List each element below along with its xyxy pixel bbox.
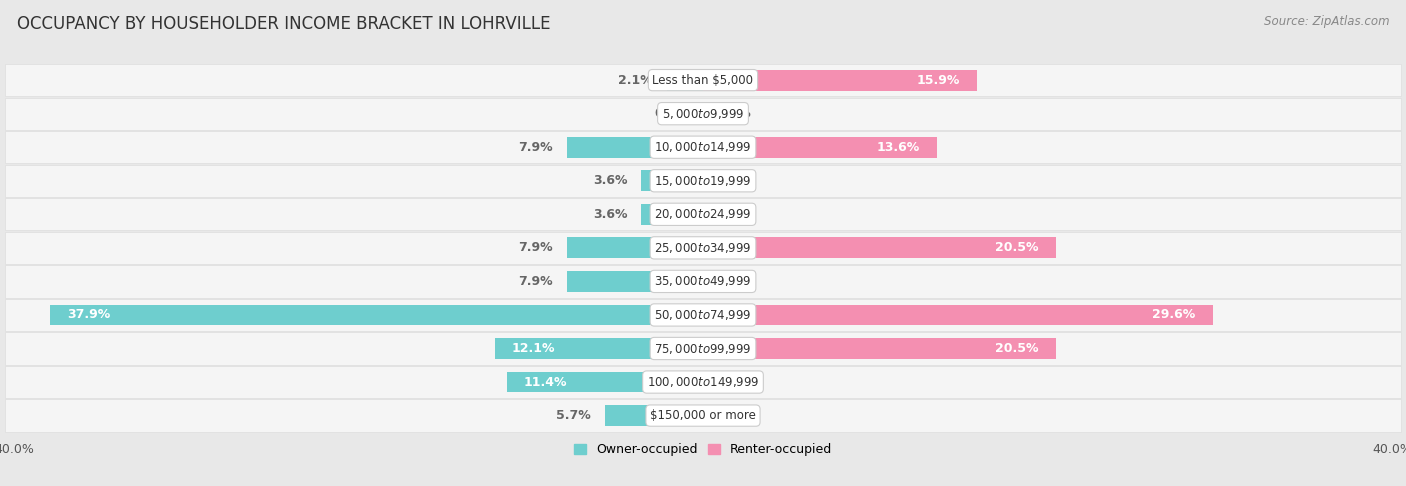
Bar bbox=[703, 338, 1056, 359]
Bar bbox=[605, 405, 703, 426]
Text: 20.5%: 20.5% bbox=[995, 342, 1039, 355]
Text: $35,000 to $49,999: $35,000 to $49,999 bbox=[654, 275, 752, 288]
Bar bbox=[495, 338, 703, 359]
Bar bbox=[567, 238, 703, 258]
Text: Less than $5,000: Less than $5,000 bbox=[652, 73, 754, 87]
Bar bbox=[703, 137, 938, 157]
Bar bbox=[6, 366, 1400, 398]
Text: 0.0%: 0.0% bbox=[717, 174, 752, 187]
Text: 5.7%: 5.7% bbox=[557, 409, 591, 422]
Text: $25,000 to $34,999: $25,000 to $34,999 bbox=[654, 241, 752, 255]
Text: 15.9%: 15.9% bbox=[917, 73, 960, 87]
Legend: Owner-occupied, Renter-occupied: Owner-occupied, Renter-occupied bbox=[568, 438, 838, 462]
Text: $100,000 to $149,999: $100,000 to $149,999 bbox=[647, 375, 759, 389]
Bar bbox=[703, 238, 1056, 258]
Bar bbox=[6, 265, 1400, 297]
Bar bbox=[666, 69, 703, 90]
Bar bbox=[6, 131, 1400, 163]
Bar bbox=[641, 204, 703, 225]
Bar bbox=[6, 399, 1400, 432]
Bar bbox=[567, 271, 703, 292]
Text: 3.6%: 3.6% bbox=[593, 174, 627, 187]
Bar bbox=[6, 98, 1400, 130]
Text: 0.0%: 0.0% bbox=[717, 208, 752, 221]
Text: $75,000 to $99,999: $75,000 to $99,999 bbox=[654, 342, 752, 355]
Text: 29.6%: 29.6% bbox=[1153, 309, 1195, 321]
Bar bbox=[6, 232, 1400, 264]
Text: 0.0%: 0.0% bbox=[717, 107, 752, 120]
Text: 2.1%: 2.1% bbox=[619, 73, 652, 87]
Text: $15,000 to $19,999: $15,000 to $19,999 bbox=[654, 174, 752, 188]
Text: 13.6%: 13.6% bbox=[877, 141, 920, 154]
Text: $5,000 to $9,999: $5,000 to $9,999 bbox=[662, 106, 744, 121]
Text: OCCUPANCY BY HOUSEHOLDER INCOME BRACKET IN LOHRVILLE: OCCUPANCY BY HOUSEHOLDER INCOME BRACKET … bbox=[17, 15, 550, 33]
Text: 0.0%: 0.0% bbox=[717, 376, 752, 388]
Bar bbox=[703, 305, 1213, 325]
Text: 7.9%: 7.9% bbox=[519, 275, 553, 288]
Bar bbox=[6, 198, 1400, 230]
Bar bbox=[6, 332, 1400, 364]
Text: 7.9%: 7.9% bbox=[519, 141, 553, 154]
Bar bbox=[51, 305, 703, 325]
Bar bbox=[703, 69, 977, 90]
Text: 7.9%: 7.9% bbox=[519, 242, 553, 254]
Bar bbox=[567, 137, 703, 157]
Bar bbox=[6, 64, 1400, 96]
Bar bbox=[506, 372, 703, 393]
Text: $50,000 to $74,999: $50,000 to $74,999 bbox=[654, 308, 752, 322]
Text: $150,000 or more: $150,000 or more bbox=[650, 409, 756, 422]
Bar bbox=[6, 299, 1400, 331]
Bar bbox=[641, 171, 703, 191]
Bar bbox=[6, 165, 1400, 197]
Text: 0.0%: 0.0% bbox=[717, 275, 752, 288]
Text: 0.0%: 0.0% bbox=[717, 409, 752, 422]
Text: $10,000 to $14,999: $10,000 to $14,999 bbox=[654, 140, 752, 154]
Text: 3.6%: 3.6% bbox=[593, 208, 627, 221]
Text: 11.4%: 11.4% bbox=[524, 376, 568, 388]
Text: 37.9%: 37.9% bbox=[67, 309, 111, 321]
Text: $20,000 to $24,999: $20,000 to $24,999 bbox=[654, 208, 752, 221]
Text: Source: ZipAtlas.com: Source: ZipAtlas.com bbox=[1264, 15, 1389, 28]
Text: 12.1%: 12.1% bbox=[512, 342, 555, 355]
Text: 0.0%: 0.0% bbox=[654, 107, 689, 120]
Text: 20.5%: 20.5% bbox=[995, 242, 1039, 254]
